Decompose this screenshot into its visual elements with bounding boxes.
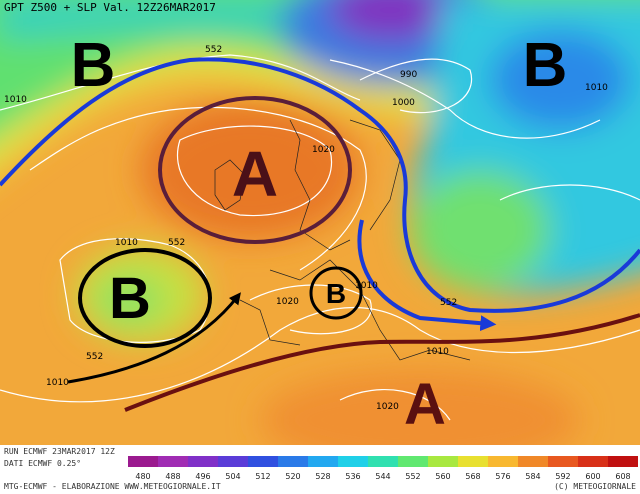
credit: MTG-ECMWF - ELABORAZIONE WWW.METEOGIORNA…	[4, 482, 221, 491]
flow-arrow	[357, 219, 497, 332]
run-info: RUN ECMWF 23MAR2017 12Z	[4, 447, 115, 456]
map-shape	[29, 106, 367, 271]
pressure-system-letter: A	[404, 372, 446, 437]
ridge-line	[124, 313, 640, 412]
isobar-label: 552	[440, 298, 457, 308]
colorbar-swatch	[338, 456, 368, 467]
map-shape	[260, 370, 580, 445]
isobar-label: 990	[400, 70, 417, 80]
pressure-system-letter: B	[326, 278, 346, 309]
map-shape	[410, 170, 550, 290]
colorbar-label: 600	[585, 472, 600, 481]
map-shape	[249, 284, 372, 335]
copyright: (C) METEOGIORNALE	[554, 482, 636, 491]
isobar-label: 1010	[46, 378, 69, 388]
colorbar-swatch	[488, 456, 518, 467]
colorbar-label: 520	[285, 472, 300, 481]
pressure-system-letter: B	[71, 31, 116, 100]
colorbar-swatch	[248, 456, 278, 467]
isobar-label: 1010	[115, 238, 138, 248]
high-circle	[158, 96, 352, 244]
colorbar-swatch	[548, 456, 578, 467]
isobar-label: 1010	[426, 347, 449, 357]
colorbar-label: 584	[525, 472, 540, 481]
pressure-system-letter: B	[109, 266, 151, 331]
colorbar-label: 576	[495, 472, 510, 481]
colorbar-label: 536	[345, 472, 360, 481]
colorbar-label: 592	[555, 472, 570, 481]
colorbar-label: 512	[255, 472, 270, 481]
map-shape	[339, 389, 451, 421]
isobar-label: 552	[205, 45, 222, 55]
colorbar-label: 552	[405, 472, 420, 481]
colorbar-label: 544	[375, 472, 390, 481]
map-shape	[95, 275, 165, 325]
low-circle	[309, 266, 363, 320]
colorbar-swatch	[458, 456, 488, 467]
colorbar-label: 608	[615, 472, 630, 481]
map-shape	[0, 307, 640, 403]
colorbar-label: 488	[165, 472, 180, 481]
map-shape	[239, 299, 301, 346]
isobar-label: 1020	[276, 297, 299, 307]
colorbar-label: 480	[135, 472, 150, 481]
colorbar-label: 504	[225, 472, 240, 481]
isobar-label: 1000	[392, 98, 415, 108]
colorbar-swatch	[278, 456, 308, 467]
isobar-label: 1010	[585, 83, 608, 93]
map-shape	[214, 159, 246, 211]
colorbar-swatch	[308, 456, 338, 467]
map-shape	[330, 0, 450, 40]
isobar-label: 1020	[312, 145, 335, 155]
isobar-label: 1020	[376, 402, 399, 412]
colorbar-swatch	[128, 456, 158, 467]
colorbar-swatch	[158, 456, 188, 467]
colorbar: 480 488 496 504 512 520 528 536 544 552 560 568 576 5…	[128, 456, 638, 481]
colorbar-swatch	[608, 456, 638, 467]
pressure-systems: B B A B B A	[71, 31, 568, 437]
map-shape	[359, 58, 473, 114]
low-circle	[78, 248, 212, 348]
colorbar-swatch	[368, 456, 398, 467]
colorbar-label: 496	[195, 472, 210, 481]
map-shape	[176, 125, 333, 217]
colorbar-swatch	[398, 456, 428, 467]
map: 552 1010 990 1000 1010 1020 1010 552 1020 1010 552…	[0, 0, 640, 445]
map-shape	[490, 30, 630, 130]
flow-arrow	[67, 292, 241, 384]
data-info: DATI ECMWF 0.25°	[4, 459, 81, 468]
colorbar-swatch	[578, 456, 608, 467]
map-shape	[289, 119, 351, 251]
colorbar-swatch	[518, 456, 548, 467]
isobar-labels: 552 1010 990 1000 1010 1020 1010 552 1020 1010 552…	[4, 45, 608, 412]
isobar-label: 1010	[355, 281, 378, 291]
map-shape	[0, 54, 361, 111]
colorbar-swatch	[188, 456, 218, 467]
colorbar-swatch	[428, 456, 458, 467]
map-shape	[499, 184, 640, 201]
front-line	[0, 57, 640, 313]
isobar-label: 552	[168, 238, 185, 248]
pressure-system-letter: A	[232, 138, 278, 210]
map-title: GPT Z500 + SLP Val. 12Z26MAR2017	[4, 1, 216, 14]
map-shape	[269, 259, 471, 361]
colorbar-label: 528	[315, 472, 330, 481]
colorbar-swatch	[218, 456, 248, 467]
pressure-system-letter: B	[523, 31, 568, 100]
isobar-label: 1010	[4, 95, 27, 105]
colorbar-label: 568	[465, 472, 480, 481]
colorbar-label: 560	[435, 472, 450, 481]
isobar-label: 552	[86, 352, 103, 362]
